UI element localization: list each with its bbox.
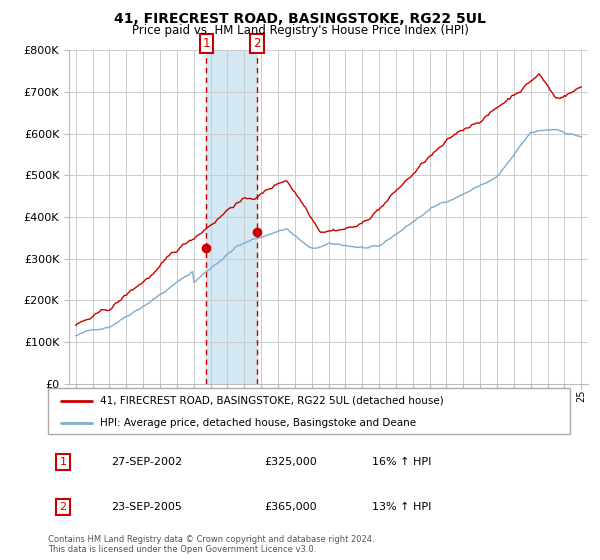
Bar <box>206 50 257 384</box>
FancyBboxPatch shape <box>48 388 570 434</box>
Text: HPI: Average price, detached house, Basingstoke and Deane: HPI: Average price, detached house, Basi… <box>100 418 416 427</box>
Text: £365,000: £365,000 <box>264 502 317 512</box>
Text: £325,000: £325,000 <box>264 457 317 467</box>
Text: 41, FIRECREST ROAD, BASINGSTOKE, RG22 5UL (detached house): 41, FIRECREST ROAD, BASINGSTOKE, RG22 5U… <box>100 396 444 406</box>
Text: 41, FIRECREST ROAD, BASINGSTOKE, RG22 5UL: 41, FIRECREST ROAD, BASINGSTOKE, RG22 5U… <box>114 12 486 26</box>
Text: 16% ↑ HPI: 16% ↑ HPI <box>372 457 431 467</box>
Text: 2: 2 <box>59 502 67 512</box>
Text: Contains HM Land Registry data © Crown copyright and database right 2024.
This d: Contains HM Land Registry data © Crown c… <box>48 535 374 554</box>
Text: Price paid vs. HM Land Registry's House Price Index (HPI): Price paid vs. HM Land Registry's House … <box>131 24 469 36</box>
Text: 2: 2 <box>253 38 260 50</box>
Text: 27-SEP-2002: 27-SEP-2002 <box>111 457 182 467</box>
Text: 1: 1 <box>59 457 67 467</box>
Text: 1: 1 <box>203 38 210 50</box>
Text: 23-SEP-2005: 23-SEP-2005 <box>111 502 182 512</box>
Text: 13% ↑ HPI: 13% ↑ HPI <box>372 502 431 512</box>
